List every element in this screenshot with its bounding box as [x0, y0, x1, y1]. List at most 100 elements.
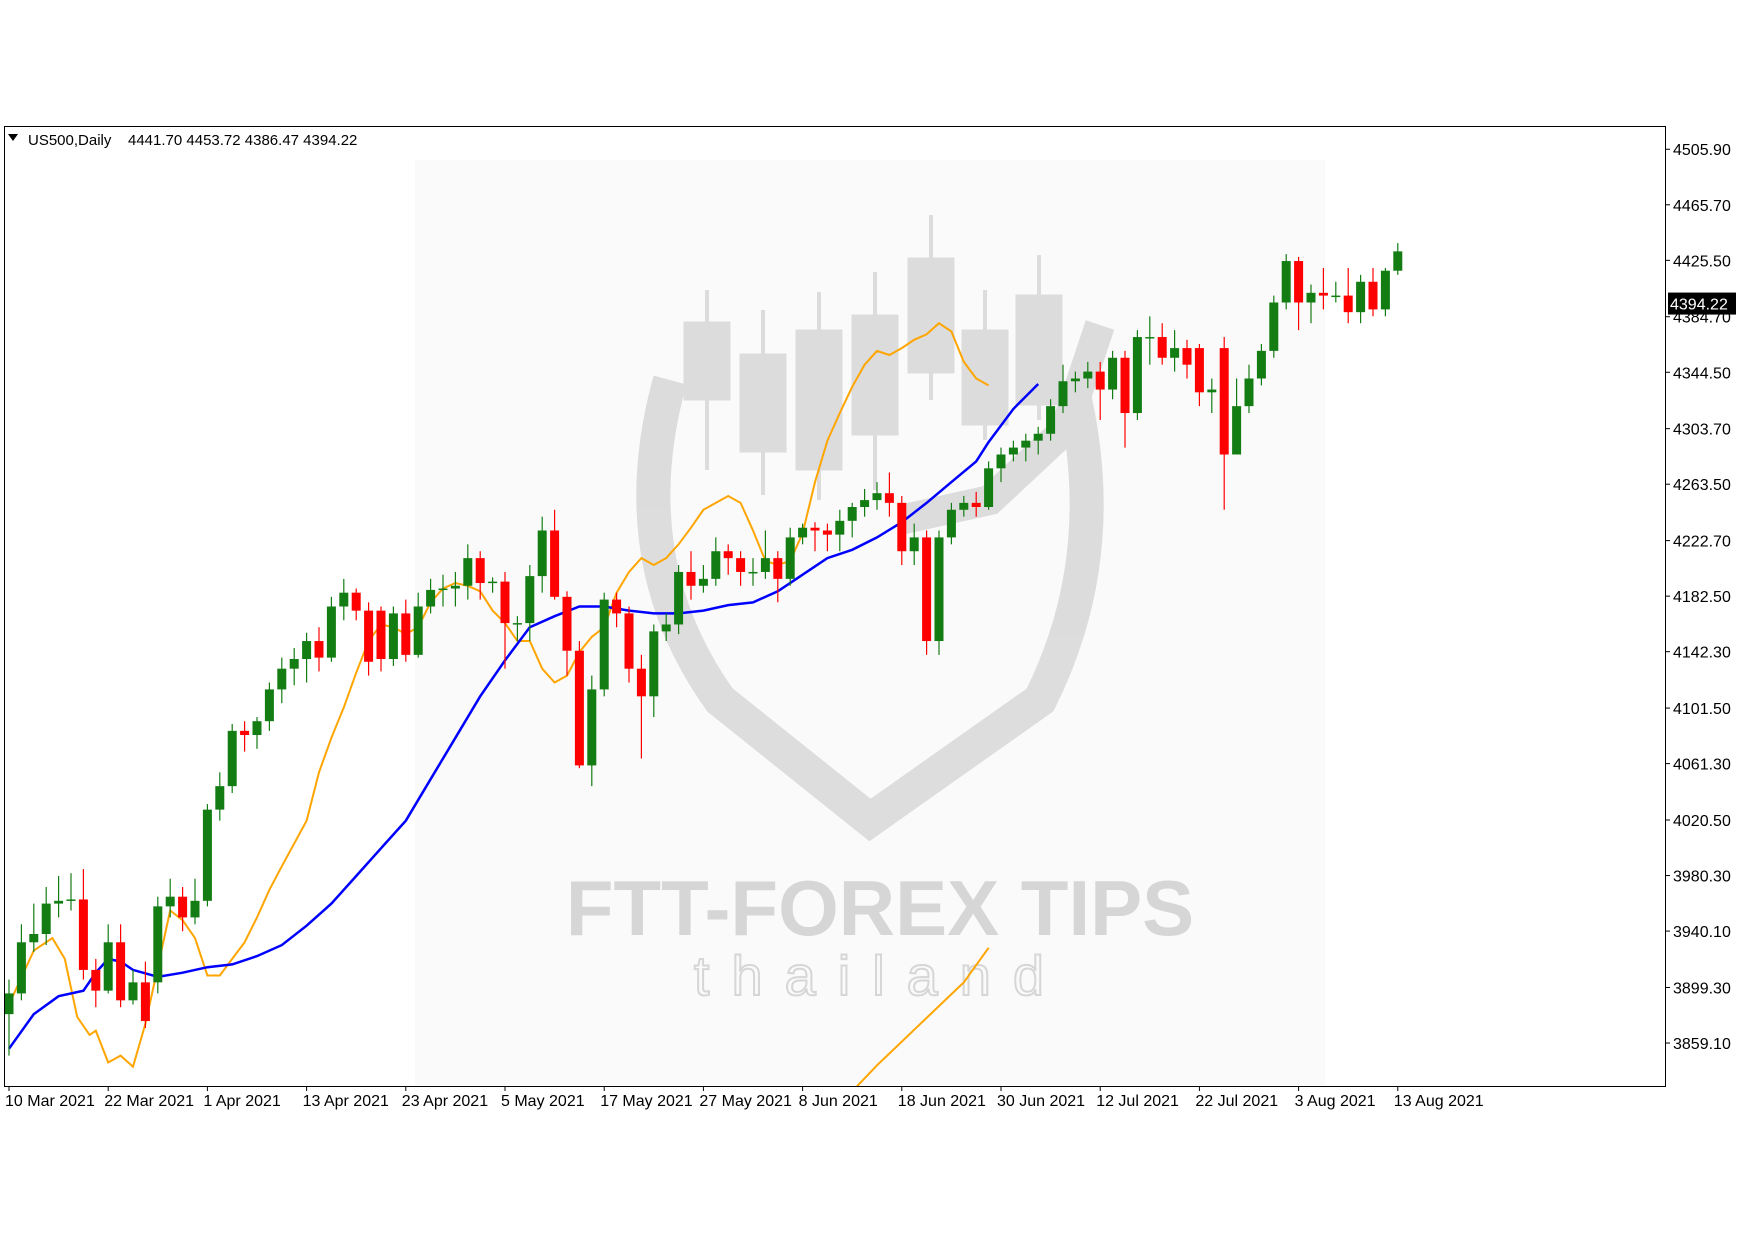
candle-body — [1380, 270, 1390, 310]
candle-body — [29, 933, 39, 943]
x-tick-label: 30 Jun 2021 — [997, 1093, 1085, 1110]
candle — [909, 523, 919, 566]
candle — [488, 577, 498, 593]
candle — [215, 772, 225, 821]
candle-body — [698, 578, 708, 586]
x-tick-label: 17 May 2021 — [600, 1093, 693, 1110]
y-tick-label: 3940.10 — [1673, 924, 1731, 941]
candle-body — [1070, 378, 1080, 382]
candle-body — [1194, 348, 1204, 393]
candle — [450, 571, 460, 607]
candle — [636, 654, 646, 759]
candle-body — [785, 537, 795, 579]
candle-body — [500, 581, 510, 624]
candle — [550, 509, 560, 600]
candle — [835, 509, 845, 552]
candle — [463, 544, 473, 600]
candle — [661, 613, 671, 642]
candle — [1294, 256, 1304, 331]
x-tick-label: 12 Jul 2021 — [1096, 1093, 1179, 1110]
candle-body — [1046, 406, 1056, 434]
candle — [1232, 378, 1242, 455]
candle-body — [1157, 337, 1167, 358]
watermark-sub: thailand — [694, 944, 1066, 1007]
candle — [314, 627, 324, 672]
candle — [1058, 364, 1068, 414]
candle-body — [314, 641, 324, 658]
candle-body — [463, 558, 473, 586]
watermark: FTT-FOREX TIPS thailand — [415, 160, 1325, 1085]
candle — [227, 723, 237, 794]
candle — [1182, 339, 1192, 379]
candle — [438, 574, 448, 607]
candle — [66, 873, 76, 911]
candle — [190, 878, 200, 925]
candle-body — [178, 896, 188, 918]
candle — [1046, 399, 1056, 441]
candle — [1343, 267, 1353, 324]
candle — [240, 721, 250, 752]
candle-body — [922, 537, 932, 642]
candle-body — [289, 659, 299, 669]
y-tick-label: 4061.30 — [1673, 757, 1731, 774]
candle — [1207, 378, 1217, 414]
candle-body — [723, 551, 733, 559]
candle-body — [748, 571, 758, 574]
candle — [351, 588, 361, 621]
candle — [326, 596, 336, 662]
candle — [512, 616, 522, 642]
candle — [537, 516, 547, 593]
x-tick-label: 1 Apr 2021 — [203, 1093, 281, 1110]
candle — [1194, 343, 1204, 407]
candle — [1083, 361, 1093, 389]
candle-body — [1294, 261, 1304, 303]
candle-body — [636, 668, 646, 697]
candle — [971, 491, 981, 517]
candle-body — [1356, 281, 1366, 313]
candle-body — [835, 520, 845, 535]
candle-body — [512, 623, 522, 625]
candle-body — [661, 624, 671, 632]
candle — [54, 875, 64, 918]
candle — [984, 461, 994, 510]
y-tick-label: 3899.30 — [1673, 980, 1731, 997]
candle-body — [401, 613, 411, 655]
collapse-triangle-icon[interactable] — [8, 134, 18, 141]
ohlc-values: 4441.70 4453.72 4386.47 4394.22 — [128, 132, 357, 149]
candle-body — [165, 896, 175, 907]
candle-body — [339, 592, 349, 607]
chart-header: US500,Daily 4441.70 4453.72 4386.47 4394… — [8, 132, 357, 149]
watermark-logo-icon — [636, 215, 1115, 842]
candle-body — [822, 530, 832, 535]
candle-body — [240, 730, 250, 736]
candle-body — [215, 786, 225, 810]
candle — [1157, 323, 1167, 365]
x-tick-label: 27 May 2021 — [699, 1093, 792, 1110]
candle-body — [1219, 348, 1229, 455]
candle — [5, 979, 14, 1056]
candle-body — [1306, 292, 1316, 303]
candle — [1318, 267, 1328, 310]
candle — [934, 530, 944, 655]
candle-body — [302, 641, 312, 660]
y-tick-label: 4020.50 — [1673, 813, 1731, 830]
candle-body — [1095, 371, 1105, 390]
candle — [78, 869, 88, 980]
x-tick-label: 5 May 2021 — [501, 1093, 585, 1110]
candle-body — [5, 993, 14, 1015]
series-line-ma-fast — [8, 321, 990, 1069]
candle — [1269, 295, 1279, 358]
candle-body — [798, 527, 808, 538]
candle — [401, 599, 411, 662]
candle — [413, 592, 423, 658]
symbol-label: US500,Daily — [28, 132, 112, 149]
candle — [798, 523, 808, 545]
candle-layer — [5, 243, 1403, 1056]
candle — [388, 606, 398, 666]
candle-body — [91, 969, 101, 991]
candle-body — [351, 592, 361, 611]
candle-body — [1232, 406, 1242, 455]
candle — [574, 641, 584, 769]
candle — [1331, 281, 1341, 303]
